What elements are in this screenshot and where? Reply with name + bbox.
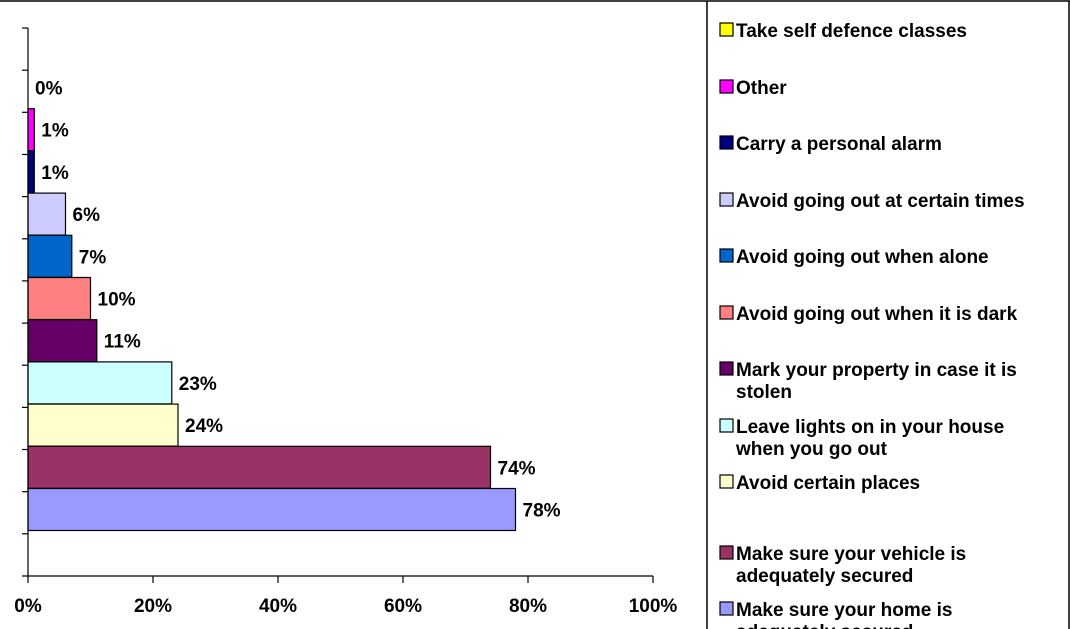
legend-swatch-1	[719, 79, 734, 94]
data-label-2: 1%	[41, 163, 69, 184]
legend-label-line: Avoid going out when it is dark	[736, 304, 1018, 325]
legend-label-1: Other	[736, 78, 787, 99]
bar-10	[27, 487, 517, 532]
bar-8	[27, 403, 179, 447]
bar-3	[27, 192, 67, 236]
data-label-9: 74%	[498, 458, 536, 479]
legend-swatch-8	[719, 474, 734, 489]
legend-label-2: Carry a personal alarm	[736, 134, 942, 155]
x-tick-label-4: 80%	[509, 596, 547, 617]
data-label-10: 78%	[523, 501, 561, 522]
legend-label-5: Avoid going out when it is dark	[736, 304, 1018, 325]
legend-swatch-4	[719, 248, 734, 263]
legend-label-line: Take self defence classes	[736, 21, 967, 42]
x-tick-label-1: 20%	[134, 596, 172, 617]
bar-5	[27, 276, 92, 321]
x-tick-label-2: 40%	[259, 596, 297, 617]
bar-6	[27, 319, 98, 363]
legend-label-line: Other	[736, 78, 787, 99]
legend-label-3: Avoid going out at certain times	[736, 191, 1025, 212]
x-tick-label-0: 0%	[14, 596, 42, 617]
data-label-1: 1%	[41, 121, 69, 142]
legend-swatch-5	[719, 305, 734, 320]
legend-label-0: Take self defence classes	[736, 21, 967, 42]
plot-area: 0%1%1%6%7%10%11%23%24%74%78%0% 20% 40% 60% 8…	[14, 27, 678, 617]
legend-swatch-10	[719, 601, 734, 616]
x-tick-label-3: 60%	[384, 596, 422, 617]
data-label-0: 0%	[35, 79, 63, 100]
bar-2	[27, 150, 35, 194]
legend-label-line: stolen	[736, 382, 792, 403]
legend-label-7: Leave lights on in your house when you go…	[735, 417, 1004, 460]
legend-label-4: Avoid going out when alone	[736, 247, 989, 268]
bar-7	[27, 361, 173, 405]
legend-label-line: Avoid going out at certain times	[736, 191, 1025, 212]
legend-label-8: Avoid certain places	[736, 473, 920, 494]
legend: Take self defence classes Other Carry a pe…	[719, 21, 1025, 629]
legend-label-line: Carry a personal alarm	[736, 134, 942, 155]
legend-swatch-3	[719, 192, 734, 207]
legend-swatch-6	[719, 361, 734, 376]
data-label-6: 11%	[104, 332, 141, 353]
legend-label-line: adequately secured	[736, 566, 913, 587]
legend-label-line: Avoid certain places	[736, 473, 920, 494]
legend-label-line: Avoid going out when alone	[736, 247, 989, 268]
data-label-5: 10%	[98, 290, 136, 311]
legend-swatch-0	[719, 22, 734, 37]
data-label-4: 7%	[79, 247, 107, 268]
legend-label-line: adequately secured	[736, 622, 913, 629]
bar-9	[27, 445, 492, 489]
legend-label-9: Make sure your vehicle is adequately secu…	[736, 544, 966, 587]
legend-label-line: Leave lights on in your house	[736, 417, 1004, 438]
data-label-8: 24%	[185, 416, 223, 437]
legend-label-line: when you go out	[735, 439, 888, 460]
x-tick-label-5: 100%	[629, 596, 678, 617]
bar-4	[27, 234, 73, 278]
legend-label-6: Mark your property in case it is stolen	[736, 360, 1017, 403]
legend-label-line: Make sure your home is	[736, 600, 952, 621]
legend-label-line: Mark your property in case it is	[736, 360, 1017, 381]
data-label-7: 23%	[179, 374, 217, 395]
data-label-3: 6%	[73, 205, 101, 226]
legend-swatch-2	[719, 135, 734, 150]
legend-swatch-9	[719, 545, 734, 560]
bar-1	[27, 108, 35, 152]
legend-label-line: Make sure your vehicle is	[736, 544, 966, 565]
legend-swatch-7	[719, 418, 734, 433]
